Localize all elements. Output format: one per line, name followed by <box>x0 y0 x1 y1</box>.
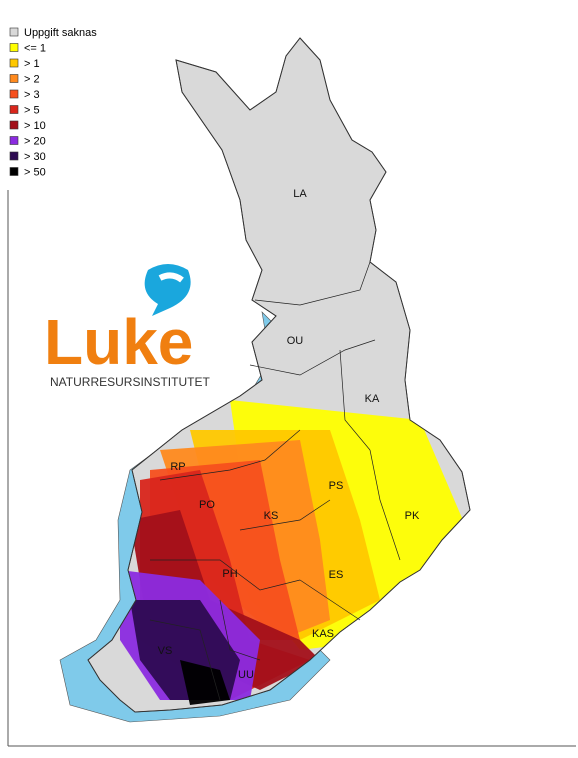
region-label: ES <box>329 569 344 581</box>
region-label: VS <box>158 645 173 657</box>
legend-swatch <box>9 136 19 145</box>
region-label: LA <box>293 188 307 200</box>
logo-leaf-vein <box>158 272 184 283</box>
legend-swatch <box>9 89 19 99</box>
legend-label: > 5 <box>24 105 40 117</box>
legend-label: > 20 <box>24 136 46 148</box>
region-label: OU <box>287 335 304 347</box>
region-label: PH <box>222 568 237 580</box>
region-borders <box>149 261 401 701</box>
heat-zones <box>120 400 470 705</box>
logo-subtitle: NATURRESURSINSTITUTET <box>50 375 210 389</box>
legend-label: > 2 <box>24 74 40 86</box>
legend-swatch <box>9 27 19 37</box>
legend-swatch <box>9 58 19 68</box>
heat-zone <box>180 660 230 705</box>
legend-label: > 50 <box>24 167 46 179</box>
region-label: PO <box>199 499 215 511</box>
region-label: PS <box>329 480 344 492</box>
legend-swatch <box>9 167 19 176</box>
region-label: PK <box>405 510 420 522</box>
legend-label: <= 1 <box>24 43 46 55</box>
legend: Uppgift saknas <= 1 > 1 > 2 > 3 > 5 > 10 > 20 > … <box>9 27 97 179</box>
region-label: KAS <box>312 628 334 640</box>
legend-swatch <box>9 151 19 161</box>
legend-swatch <box>9 74 19 83</box>
legend-swatch <box>9 43 19 52</box>
legend-label: > 1 <box>24 58 40 70</box>
region-label: KS <box>264 510 279 522</box>
legend-swatch <box>9 105 19 114</box>
region-labels: LA OU KA RP PO KS PS PK PH ES KAS VS UU <box>158 188 420 681</box>
legend-label: > 10 <box>24 120 46 132</box>
logo-name: Luke <box>44 306 193 378</box>
region-label: UU <box>238 669 254 681</box>
legend-swatch <box>9 120 19 130</box>
legend-label: > 30 <box>24 151 46 163</box>
region-label: RP <box>170 461 185 473</box>
logo: Luke NATURRESURSINSTITUTET <box>44 264 210 389</box>
legend-label: > 3 <box>24 89 40 101</box>
legend-label: Uppgift saknas <box>24 27 97 39</box>
region-label: KA <box>365 393 380 405</box>
